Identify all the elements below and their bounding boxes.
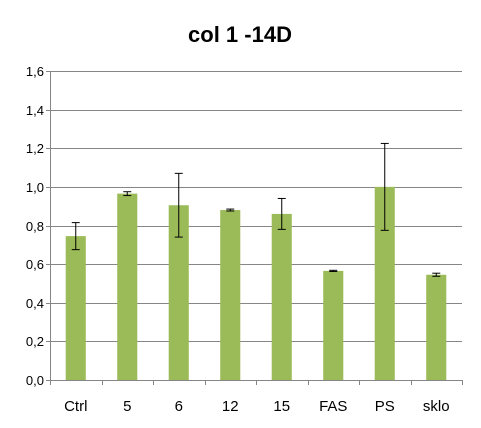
y-tick-label: 0,6 [26, 257, 44, 272]
x-tick-label: FAS [319, 398, 347, 415]
bar-15 [271, 213, 292, 380]
error-bars [71, 142, 441, 277]
bar-12 [220, 210, 241, 380]
y-tick-label: 1,0 [26, 180, 44, 195]
x-axis-labels: Ctrl 5 6 12 15 FAS PS sklo [64, 398, 450, 415]
bar-sklo [426, 274, 447, 380]
bar-5 [117, 193, 138, 380]
chart-title: col 1 -14D [188, 22, 292, 47]
x-tick-label: 5 [123, 398, 131, 415]
x-tick-label: 15 [273, 398, 290, 415]
y-tick-label: 0,4 [26, 296, 44, 311]
gridlines [50, 71, 462, 342]
x-tick-label: 12 [222, 398, 239, 415]
bar-6 [168, 205, 189, 380]
y-tick-label: 1,2 [26, 141, 44, 156]
y-tick-label: 0,2 [26, 334, 44, 349]
bar-Ctrl [65, 236, 86, 380]
x-tick-label: sklo [423, 398, 450, 415]
y-tick-label: 0,0 [26, 373, 44, 388]
y-tick-label: 1,4 [26, 103, 44, 118]
y-axis-ticks: 0,0 0,2 0,4 0,6 0,8 1,0 1,2 1,4 1,6 [26, 64, 50, 388]
y-tick-label: 1,6 [26, 64, 44, 79]
x-tick-label: Ctrl [64, 398, 87, 415]
bar-PS [374, 186, 395, 380]
x-tick-label: 6 [175, 398, 183, 415]
bars [65, 186, 447, 380]
bar-FAS [323, 270, 344, 380]
x-axis [50, 71, 463, 385]
y-tick-label: 0,8 [26, 219, 44, 234]
x-tick-label: PS [375, 398, 395, 415]
